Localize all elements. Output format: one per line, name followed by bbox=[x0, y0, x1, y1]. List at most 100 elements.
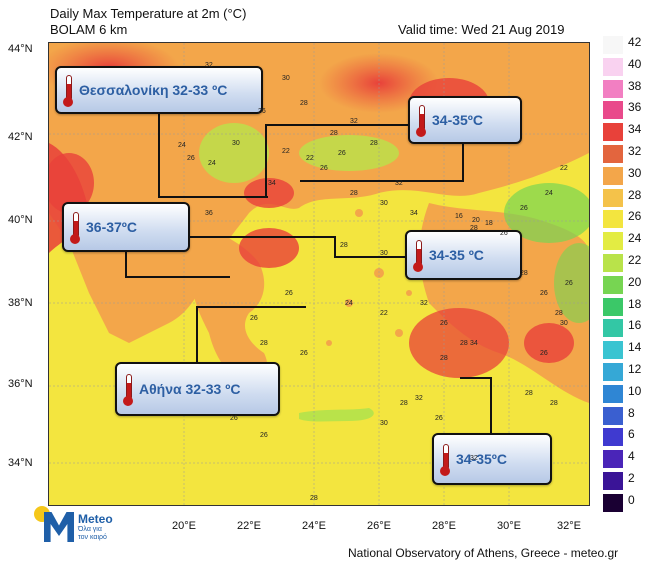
map-value: 26 bbox=[285, 290, 293, 297]
region-line bbox=[196, 306, 306, 308]
map-value: 36 bbox=[205, 210, 213, 217]
map-value: 26 bbox=[320, 165, 328, 172]
map-value: 32 bbox=[395, 180, 403, 187]
map-value: 30 bbox=[560, 320, 568, 327]
legend-label: 42 bbox=[628, 35, 642, 49]
callout-text: 36-37ºC bbox=[86, 219, 138, 235]
legend-swatch bbox=[603, 210, 623, 229]
greek-mainland bbox=[192, 223, 268, 384]
crete-island bbox=[299, 408, 374, 422]
legend-label: 8 bbox=[628, 405, 635, 420]
callout-dodecanese: 34-35ºC bbox=[432, 433, 552, 485]
map-value: 20 bbox=[472, 217, 480, 224]
map-value: 26 bbox=[540, 350, 548, 357]
map-value: 26 bbox=[300, 350, 308, 357]
region-line bbox=[158, 196, 268, 198]
region-line bbox=[158, 112, 160, 198]
cool-zone-mountains bbox=[199, 123, 269, 183]
map-value: 26 bbox=[230, 415, 238, 422]
lon-label-22: 22°E bbox=[237, 520, 261, 532]
map-value: 28 bbox=[440, 355, 448, 362]
logo-tagline: Όλα για τον καιρό bbox=[78, 526, 107, 541]
callout-aegean-east: 34-35 ºC bbox=[405, 230, 522, 280]
region-line bbox=[125, 248, 127, 276]
map-value: 30 bbox=[380, 200, 388, 207]
lat-label-34: 34°N bbox=[8, 457, 33, 469]
map-value: 26 bbox=[187, 155, 195, 162]
map-value: 24 bbox=[545, 190, 553, 197]
callout-athens: Αθήνα 32-33 ºC bbox=[115, 362, 280, 416]
legend-label: 0 bbox=[628, 492, 635, 507]
region-line bbox=[462, 142, 464, 182]
legend-swatch bbox=[603, 145, 623, 163]
map-value: 28 bbox=[520, 270, 528, 277]
legend-label: 22 bbox=[628, 253, 642, 267]
cool-zone-rhodopes bbox=[299, 135, 399, 171]
callout-text: Αθήνα 32-33 ºC bbox=[139, 381, 241, 397]
map-value: 26 bbox=[435, 415, 443, 422]
map-title: Daily Max Temperature at 2m (°C) bbox=[50, 6, 247, 21]
map-value: 28 bbox=[400, 400, 408, 407]
legend-swatch bbox=[603, 166, 623, 185]
map-value: 28 bbox=[460, 340, 468, 347]
map-value: 28 bbox=[340, 242, 348, 249]
lon-label-30: 30°E bbox=[497, 520, 521, 532]
map-value: 28 bbox=[350, 190, 358, 197]
cool-zone-anatolia bbox=[504, 183, 589, 243]
map-value: 26 bbox=[260, 432, 268, 439]
hot-zone-italy bbox=[49, 153, 94, 213]
map-value: 30 bbox=[282, 75, 290, 82]
legend-swatch bbox=[603, 123, 623, 142]
model-name: BOLAM 6 km bbox=[50, 22, 128, 37]
legend-swatch bbox=[603, 450, 623, 469]
map-value: 32 bbox=[205, 62, 213, 69]
map-value: 28 bbox=[330, 130, 338, 137]
thermometer-icon bbox=[70, 212, 80, 244]
map-value: 26 bbox=[440, 320, 448, 327]
lon-label-24: 24°E bbox=[302, 520, 326, 532]
legend-swatch bbox=[603, 188, 623, 207]
legend-label: 24 bbox=[628, 231, 642, 246]
legend-label: 18 bbox=[628, 296, 642, 311]
map-value: 22 bbox=[282, 148, 290, 155]
map-value: 26 bbox=[540, 290, 548, 297]
map-value: 26 bbox=[250, 315, 258, 322]
meteo-m-icon bbox=[44, 512, 74, 542]
legend-swatch bbox=[603, 101, 623, 120]
callout-text: 34-35ºC bbox=[456, 451, 508, 467]
legend-label: 6 bbox=[628, 427, 635, 442]
thermometer-icon bbox=[63, 75, 73, 107]
map-value: 22 bbox=[306, 155, 314, 162]
lon-label-28: 28°E bbox=[432, 520, 456, 532]
region-line bbox=[490, 377, 492, 435]
map-value: 22 bbox=[560, 165, 568, 172]
legend-swatch bbox=[603, 341, 623, 360]
legend-swatch bbox=[603, 363, 623, 381]
callout-text: 34-35 ºC bbox=[429, 247, 484, 263]
map-value: 28 bbox=[260, 340, 268, 347]
callout-thessaloniki: Θεσσαλονίκη 32-33 ºC bbox=[55, 66, 263, 114]
legend-swatch bbox=[603, 232, 623, 251]
callout-thrace: 34-35ºC bbox=[408, 96, 522, 144]
lat-label-44: 44°N bbox=[8, 43, 33, 55]
map-value: 34 bbox=[410, 210, 418, 217]
map-value: 24 bbox=[208, 160, 216, 167]
map-value: 28 bbox=[555, 310, 563, 317]
lat-label-36: 36°N bbox=[8, 378, 33, 390]
map-value: 26 bbox=[565, 280, 573, 287]
map-value: 32 bbox=[415, 395, 423, 402]
region-line bbox=[265, 124, 267, 198]
legend-swatch bbox=[603, 319, 623, 338]
legend-swatch bbox=[603, 36, 623, 54]
legend-label: 20 bbox=[628, 274, 642, 289]
thermometer-icon bbox=[440, 444, 450, 476]
map-value: 24 bbox=[178, 142, 186, 149]
legend-label: 12 bbox=[628, 362, 642, 376]
legend-label: 40 bbox=[628, 56, 642, 71]
logo-name: Meteo bbox=[78, 512, 113, 526]
region-line bbox=[265, 124, 410, 126]
map-value: 26 bbox=[500, 230, 508, 237]
map-value: 28 bbox=[310, 495, 318, 502]
meteo-logo: Meteo Όλα για τον καιρό bbox=[34, 506, 114, 546]
region-line bbox=[460, 377, 492, 379]
